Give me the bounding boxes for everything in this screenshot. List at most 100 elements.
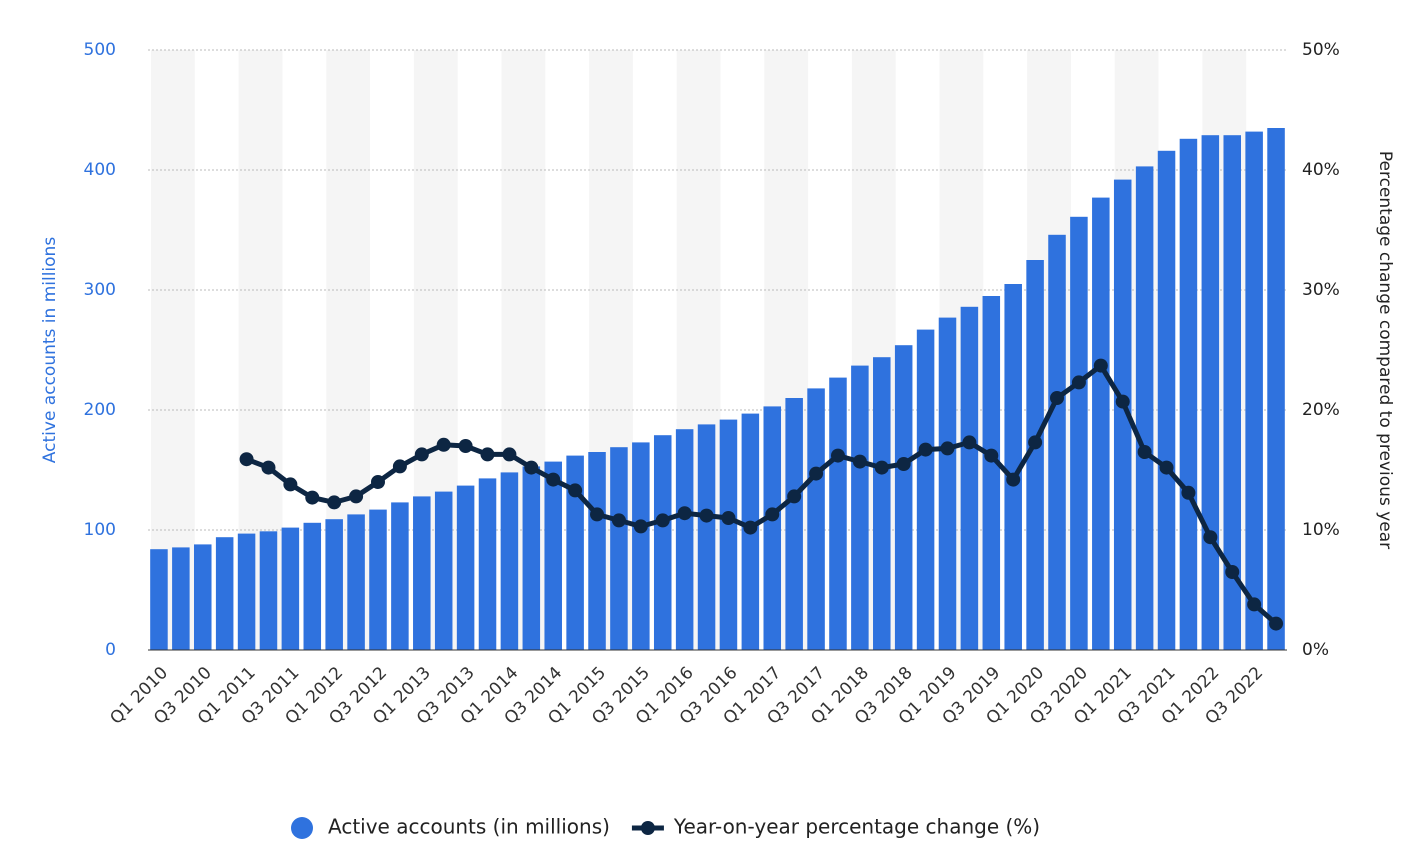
line-point xyxy=(370,475,385,489)
line-point xyxy=(349,489,364,504)
legend-marker xyxy=(291,817,313,839)
y-tick-label: 200 xyxy=(84,400,116,420)
bar xyxy=(478,478,497,650)
bar xyxy=(763,406,782,650)
line-point xyxy=(1028,435,1043,450)
bar xyxy=(588,452,606,650)
bar xyxy=(325,519,343,650)
line-point xyxy=(743,520,758,535)
line-point xyxy=(699,508,714,523)
bar xyxy=(675,429,694,650)
line-point xyxy=(436,437,451,452)
line-point xyxy=(809,466,824,481)
line-point xyxy=(1159,460,1174,475)
line-point xyxy=(502,447,517,462)
bar xyxy=(281,527,300,650)
bar xyxy=(303,522,322,650)
line-point xyxy=(568,483,583,498)
line-point xyxy=(677,506,692,521)
line-point xyxy=(283,477,298,492)
line-point xyxy=(392,459,407,474)
bar xyxy=(1026,260,1044,650)
bar xyxy=(150,549,168,650)
y2-tick-label: 50% xyxy=(1302,40,1340,60)
bar xyxy=(1070,216,1088,651)
line-point xyxy=(1093,358,1108,373)
bar xyxy=(610,447,628,650)
y2-tick-label: 30% xyxy=(1302,280,1340,300)
bar xyxy=(237,533,256,650)
bar xyxy=(1004,284,1022,650)
bar xyxy=(1267,128,1285,650)
line-point xyxy=(590,507,605,522)
bar xyxy=(259,531,278,650)
bar xyxy=(1092,197,1110,650)
line-point xyxy=(1225,565,1240,579)
bar xyxy=(829,377,847,650)
line-point xyxy=(239,452,254,467)
bar xyxy=(851,365,869,650)
line-point xyxy=(1181,485,1196,500)
line-point xyxy=(655,513,670,528)
bar xyxy=(566,455,584,650)
bar xyxy=(632,442,650,650)
y-tick-label: 400 xyxy=(84,160,116,180)
bar xyxy=(172,547,190,650)
bar xyxy=(522,466,541,650)
bar xyxy=(391,502,409,650)
bar xyxy=(785,398,803,650)
bar xyxy=(500,472,519,650)
line-point xyxy=(261,460,276,475)
line-point xyxy=(633,519,648,534)
bar xyxy=(544,461,562,650)
line-point xyxy=(962,435,977,450)
line-point xyxy=(458,439,473,453)
bar xyxy=(938,317,957,650)
bar xyxy=(1179,138,1198,651)
bar xyxy=(1135,166,1154,650)
line-point xyxy=(918,442,933,457)
bar xyxy=(456,485,475,650)
legend-label: Year-on-year percentage change (%) xyxy=(673,815,1040,839)
bar xyxy=(1157,150,1176,651)
line-point xyxy=(787,489,802,504)
bar xyxy=(960,306,979,650)
bar xyxy=(1223,135,1242,650)
legend-label: Active accounts (in millions) xyxy=(328,815,610,839)
bar xyxy=(697,424,716,650)
line-point xyxy=(524,460,539,475)
bar xyxy=(1048,234,1066,651)
y2-axis-title: Percentage change compared to previous y… xyxy=(1375,151,1395,549)
line-point xyxy=(1071,375,1086,390)
bar xyxy=(413,496,431,650)
bar xyxy=(719,419,738,650)
bar xyxy=(982,296,1001,650)
y-tick-label: 100 xyxy=(84,520,116,540)
bar xyxy=(1113,179,1132,650)
bar xyxy=(369,509,387,650)
y-tick-label: 0 xyxy=(105,640,116,660)
line-point xyxy=(414,447,429,462)
line-point xyxy=(1269,616,1284,631)
line-point xyxy=(830,448,845,463)
line-point xyxy=(765,507,780,522)
y-axis-title: Active accounts in millions xyxy=(40,237,60,464)
line-point xyxy=(1247,597,1262,612)
bar xyxy=(215,537,234,650)
bar xyxy=(434,491,453,650)
line-point xyxy=(721,511,736,525)
legend-marker xyxy=(640,821,655,835)
bar xyxy=(1245,131,1263,651)
y2-tick-label: 10% xyxy=(1302,520,1340,540)
line-point xyxy=(1050,391,1065,405)
line-point xyxy=(1006,472,1021,487)
line-point xyxy=(874,460,889,475)
line-point xyxy=(1115,394,1130,409)
line-point xyxy=(305,490,320,505)
y2-tick-label: 20% xyxy=(1302,400,1340,420)
line-point xyxy=(984,448,999,463)
bar xyxy=(1201,135,1220,650)
line-point xyxy=(940,441,955,456)
bar xyxy=(653,435,672,650)
